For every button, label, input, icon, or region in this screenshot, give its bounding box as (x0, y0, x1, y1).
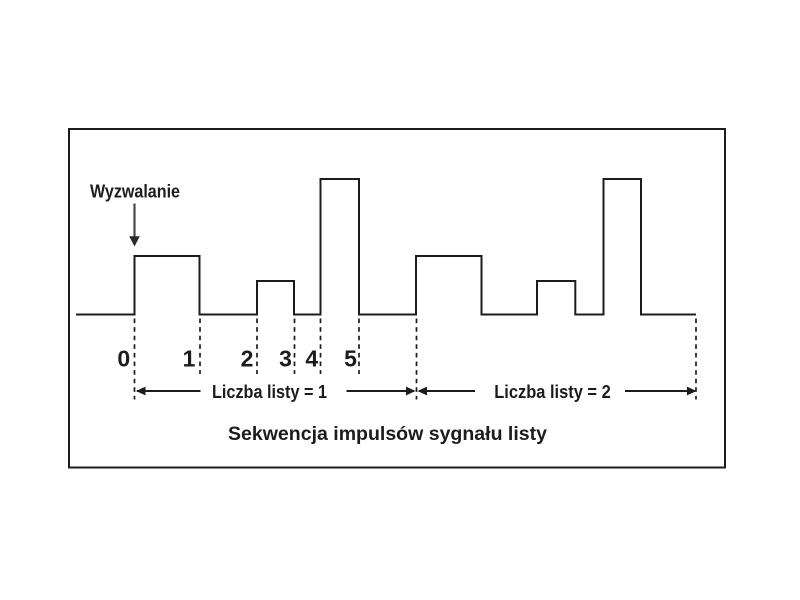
svg-text:5: 5 (344, 346, 357, 372)
svg-text:Liczba listy = 2: Liczba listy = 2 (494, 382, 611, 402)
svg-text:0: 0 (117, 346, 130, 372)
svg-text:Wyzwalanie: Wyzwalanie (90, 182, 180, 202)
svg-text:3: 3 (279, 346, 292, 372)
svg-text:2: 2 (241, 346, 254, 372)
svg-text:Liczba listy = 1: Liczba listy = 1 (212, 382, 327, 402)
svg-text:4: 4 (305, 346, 318, 372)
svg-text:1: 1 (183, 346, 196, 372)
svg-text:Sekwencja impulsów sygnału lis: Sekwencja impulsów sygnału listy (228, 424, 547, 445)
